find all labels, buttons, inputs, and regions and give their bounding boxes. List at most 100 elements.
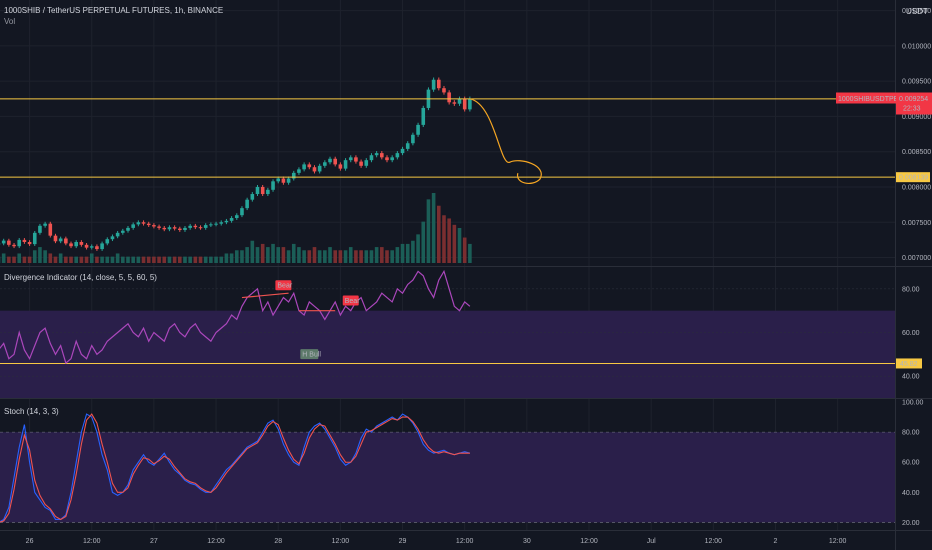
- volume-bar: [281, 247, 286, 263]
- volume-bar: [167, 256, 172, 263]
- candle-body: [245, 199, 249, 209]
- volume-bar: [43, 250, 47, 263]
- candle-body: [121, 230, 125, 233]
- candle-body: [214, 223, 218, 225]
- volume-bar: [172, 256, 177, 263]
- bear-divergence-label: Bear: [277, 283, 292, 290]
- volume-bar: [7, 256, 11, 263]
- volume-bar: [53, 256, 58, 263]
- candle-body: [152, 225, 156, 227]
- volume-bar: [255, 247, 260, 263]
- candle-body: [457, 98, 462, 104]
- bear-divergence-label: Bear: [345, 298, 360, 305]
- candle-body: [354, 157, 358, 162]
- candle-body: [307, 164, 312, 168]
- price-tick-label: 0.010500: [902, 8, 931, 15]
- candle-body: [281, 178, 286, 183]
- time-tick-label: 12:00: [207, 538, 225, 545]
- candle-body: [89, 246, 94, 248]
- candle-body: [286, 178, 291, 183]
- volume-bar: [297, 247, 301, 263]
- volume-bar: [312, 247, 317, 263]
- volume-bar: [95, 256, 99, 263]
- candle-body: [447, 92, 451, 103]
- price-tick-label: 0.009500: [902, 79, 931, 86]
- candle-body: [74, 242, 78, 247]
- volume-bar: [214, 256, 218, 263]
- candle-body: [312, 167, 317, 172]
- candle-body: [203, 225, 208, 228]
- candle-body: [69, 243, 73, 247]
- volume-bar: [291, 243, 296, 263]
- candle-body: [224, 220, 229, 223]
- candle-body: [364, 160, 369, 166]
- candle-body: [431, 79, 436, 90]
- divergence-tick-label: 80.00: [902, 286, 920, 293]
- volume-bar: [426, 199, 431, 263]
- candle-body: [385, 157, 389, 161]
- candle-body: [193, 225, 198, 228]
- volume-bar: [380, 247, 384, 263]
- time-tick-label: 27: [150, 538, 158, 545]
- volume-bar: [110, 256, 115, 263]
- volume-bar: [84, 256, 89, 263]
- volume-bar: [338, 250, 343, 263]
- candle-body: [172, 227, 177, 229]
- volume-bar: [343, 250, 348, 263]
- volume-bar: [74, 256, 78, 263]
- time-tick-label: 28: [274, 538, 282, 545]
- bear-divergence-label-bg: [275, 280, 292, 291]
- bear-divergence-label-bg: [342, 295, 359, 306]
- volume-bar: [348, 247, 353, 263]
- volume-bar: [12, 256, 16, 263]
- volume-bar: [229, 253, 234, 263]
- candle-body: [105, 239, 110, 244]
- candle-body: [302, 164, 306, 170]
- currency-label: USDT: [906, 7, 928, 16]
- candle-body: [462, 98, 467, 110]
- volume-bar: [276, 247, 281, 263]
- volume-bar: [203, 256, 208, 263]
- volume-bar: [266, 247, 270, 263]
- level-price-tag: [896, 172, 930, 183]
- candle-body: [17, 239, 22, 247]
- volume-bar: [27, 256, 32, 263]
- candle-body: [141, 222, 146, 224]
- candle-body: [48, 223, 53, 236]
- candle-body: [183, 227, 187, 231]
- volume-bar: [416, 234, 420, 263]
- time-tick-label: 12:00: [332, 538, 350, 545]
- candle-body: [136, 222, 141, 225]
- candle-body: [209, 224, 213, 226]
- volume-bar: [32, 250, 37, 263]
- volume-bar: [323, 250, 327, 263]
- candle-body: [64, 238, 68, 244]
- candle-body: [260, 186, 265, 195]
- volume-bar: [141, 256, 146, 263]
- price-tick-label: 0.008500: [902, 149, 931, 156]
- price-tick-label: 0.009000: [902, 114, 931, 121]
- level-price-label: 0.008139: [899, 175, 928, 182]
- price-tick-label: 0.007500: [902, 220, 931, 227]
- volume-bar: [240, 250, 244, 263]
- candle-body: [421, 107, 426, 125]
- volume-bar: [162, 256, 167, 263]
- volume-bar: [374, 247, 379, 263]
- time-tick-label: 29: [399, 538, 407, 545]
- candle-body: [126, 227, 130, 231]
- volume-bar: [38, 247, 42, 263]
- time-tick-label: 12:00: [829, 538, 847, 545]
- candle-body: [348, 157, 353, 161]
- volume-bar: [317, 250, 322, 263]
- volume-bar: [22, 256, 27, 263]
- candle-body: [276, 178, 281, 182]
- candle-body: [452, 102, 457, 104]
- time-tick-label: 12:00: [83, 538, 101, 545]
- volume-label: Vol: [4, 17, 16, 26]
- candle-body: [442, 88, 446, 93]
- candle-body: [79, 242, 84, 245]
- time-tick-label: Jul: [647, 538, 656, 545]
- volume-bar: [260, 243, 265, 263]
- candle-body: [369, 155, 374, 161]
